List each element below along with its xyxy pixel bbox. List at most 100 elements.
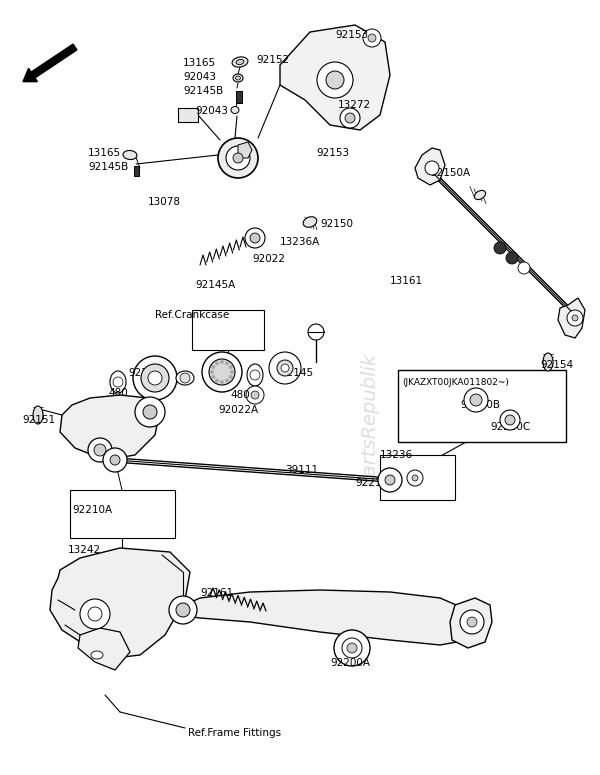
Circle shape <box>176 603 190 617</box>
Bar <box>398 370 566 442</box>
Text: 13078: 13078 <box>148 197 181 207</box>
Circle shape <box>378 468 402 492</box>
Circle shape <box>460 610 484 634</box>
Text: 92152: 92152 <box>256 55 289 65</box>
Circle shape <box>251 391 259 399</box>
Text: 13236A: 13236A <box>280 237 320 247</box>
Text: 39111: 39111 <box>285 465 318 475</box>
Circle shape <box>277 360 293 376</box>
Text: 92154: 92154 <box>540 360 573 370</box>
Ellipse shape <box>176 371 194 385</box>
Text: 13161: 13161 <box>390 276 423 286</box>
Circle shape <box>407 470 423 486</box>
Circle shape <box>88 438 112 462</box>
Ellipse shape <box>123 150 137 160</box>
Circle shape <box>215 379 219 383</box>
Circle shape <box>269 352 301 384</box>
Circle shape <box>220 360 224 364</box>
Circle shape <box>500 410 520 430</box>
Text: 480: 480 <box>230 390 250 400</box>
Circle shape <box>412 475 418 481</box>
Circle shape <box>215 361 219 365</box>
Circle shape <box>385 475 395 485</box>
Polygon shape <box>238 142 252 158</box>
Circle shape <box>211 375 215 379</box>
Circle shape <box>169 596 197 624</box>
Text: 92145B: 92145B <box>183 86 223 96</box>
Circle shape <box>467 617 477 627</box>
Circle shape <box>245 228 265 248</box>
Circle shape <box>250 370 260 380</box>
Text: 92153: 92153 <box>335 30 368 40</box>
Circle shape <box>229 375 233 379</box>
Text: Ref.Crankcase: Ref.Crankcase <box>155 310 229 320</box>
Ellipse shape <box>543 353 553 371</box>
Text: 13165: 13165 <box>88 148 121 158</box>
Text: 13165: 13165 <box>183 58 216 68</box>
Circle shape <box>363 29 381 47</box>
Polygon shape <box>450 598 492 648</box>
Circle shape <box>94 444 106 456</box>
Circle shape <box>103 448 127 472</box>
Ellipse shape <box>91 651 103 659</box>
Text: 92043: 92043 <box>195 106 228 116</box>
Circle shape <box>229 365 233 369</box>
Circle shape <box>135 397 165 427</box>
Circle shape <box>317 62 353 98</box>
Polygon shape <box>178 590 475 645</box>
Circle shape <box>342 638 362 658</box>
Text: 92200: 92200 <box>128 368 161 378</box>
Circle shape <box>202 352 242 392</box>
Ellipse shape <box>475 191 485 200</box>
Circle shape <box>347 643 357 653</box>
Circle shape <box>246 386 264 404</box>
Circle shape <box>425 161 439 175</box>
Circle shape <box>88 607 102 621</box>
Circle shape <box>233 153 243 163</box>
Circle shape <box>225 379 229 383</box>
Bar <box>192 310 264 350</box>
Circle shape <box>506 252 518 264</box>
Ellipse shape <box>110 371 126 393</box>
Ellipse shape <box>232 57 248 67</box>
Polygon shape <box>50 548 190 658</box>
Text: 92210: 92210 <box>355 478 388 488</box>
Circle shape <box>225 361 229 365</box>
Circle shape <box>464 388 488 412</box>
Bar <box>178 108 198 122</box>
Circle shape <box>143 405 157 419</box>
Text: 92022A: 92022A <box>218 405 258 415</box>
Bar <box>236 91 242 103</box>
Text: Ref.Frame Fittings: Ref.Frame Fittings <box>188 728 281 738</box>
Circle shape <box>326 71 344 89</box>
Circle shape <box>180 373 190 383</box>
Circle shape <box>345 113 355 123</box>
Ellipse shape <box>247 364 263 386</box>
Circle shape <box>226 146 250 170</box>
Circle shape <box>230 370 234 374</box>
Circle shape <box>148 371 162 385</box>
Ellipse shape <box>233 74 243 82</box>
Circle shape <box>572 315 578 321</box>
Bar <box>380 455 455 500</box>
Circle shape <box>220 380 224 384</box>
Text: 92145A: 92145A <box>195 280 235 290</box>
Circle shape <box>567 310 583 326</box>
Circle shape <box>470 394 482 406</box>
Circle shape <box>110 455 120 465</box>
Polygon shape <box>558 298 585 338</box>
Text: 92161: 92161 <box>200 588 233 598</box>
Circle shape <box>494 242 506 254</box>
Text: 92145B: 92145B <box>88 162 128 172</box>
Circle shape <box>281 364 289 372</box>
Circle shape <box>210 370 214 374</box>
Text: 13272: 13272 <box>338 100 371 110</box>
Ellipse shape <box>235 76 241 80</box>
Circle shape <box>209 359 235 385</box>
Text: 480: 480 <box>108 388 128 398</box>
Ellipse shape <box>236 60 244 64</box>
Bar <box>70 490 175 538</box>
Text: 92200A: 92200A <box>330 658 370 668</box>
Text: 92043: 92043 <box>183 72 216 82</box>
Text: 92150A: 92150A <box>430 168 470 178</box>
